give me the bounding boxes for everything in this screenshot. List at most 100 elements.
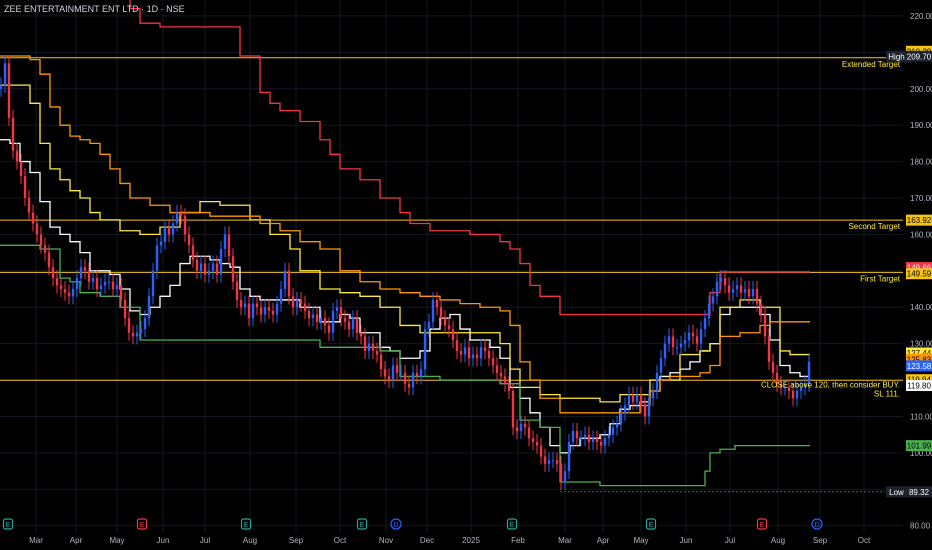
candle-body — [795, 390, 799, 399]
candle-body — [647, 398, 651, 417]
price-badge: Low 89.32 — [886, 486, 932, 498]
candle-body — [63, 289, 67, 293]
candle-body — [403, 372, 407, 384]
candle-body — [227, 234, 231, 257]
dividend-marker-icon — [390, 518, 402, 530]
price-badge-value: 163.92 — [907, 216, 932, 225]
earnings-marker-icon — [645, 518, 657, 530]
event-marker-text: E — [760, 522, 765, 529]
candle-body — [0, 85, 3, 89]
time-axis[interactable]: Mar Apr May Jun Jul Aug Sep Oct Nov Dec 2025 Feb Mar… — [29, 536, 871, 545]
candle-body — [371, 343, 375, 351]
price-badge: 101.99 — [906, 440, 932, 452]
candle-body — [611, 427, 615, 435]
candle-body — [307, 310, 311, 319]
candle-body — [271, 310, 275, 315]
candle-body — [571, 431, 575, 442]
price-badge-value: 119.80 — [907, 382, 931, 391]
candle-body — [111, 281, 115, 290]
candle-body — [23, 176, 27, 198]
candle-body — [191, 245, 195, 260]
price-badge-value: 209.70 — [907, 52, 932, 61]
candle-body — [495, 365, 499, 373]
candle-body — [563, 471, 567, 483]
candle-body — [315, 314, 319, 322]
candle-body — [747, 289, 751, 297]
candle-body — [775, 372, 779, 384]
candle-body — [471, 354, 475, 359]
candles — [0, 55, 811, 491]
price-badge: 149.59 — [906, 268, 932, 280]
candle-body — [667, 336, 671, 344]
candle-body — [147, 296, 151, 319]
candle-body — [183, 216, 187, 235]
candle-body — [791, 390, 795, 399]
x-tick-label: Apr — [70, 536, 83, 545]
earnings-marker-icon — [240, 518, 252, 530]
candle-body — [7, 63, 11, 118]
candle-body — [511, 390, 515, 428]
candle-body — [175, 212, 179, 224]
candle-body — [383, 369, 387, 377]
candle-body — [643, 405, 647, 417]
candle-body — [179, 212, 183, 217]
candle-body — [295, 299, 299, 308]
candle-body — [751, 289, 755, 297]
candle-body — [431, 299, 435, 322]
candle-body — [779, 383, 783, 388]
x-tick-label: 2025 — [462, 536, 480, 545]
candle-body — [91, 278, 95, 282]
candle-body — [615, 423, 619, 428]
candle-body — [439, 307, 443, 319]
candle-body — [195, 259, 199, 271]
candle-body — [407, 383, 411, 388]
y-tick-label: 130.00 — [910, 340, 932, 349]
price-badge: 125.83 — [906, 353, 932, 365]
price-badge-bg — [906, 374, 932, 386]
candle-body — [59, 285, 63, 290]
candle-body — [67, 292, 71, 297]
candle-body — [275, 303, 279, 315]
candle-body — [55, 278, 59, 286]
candle-body — [703, 318, 707, 330]
candle-body — [83, 267, 87, 271]
candle-body — [287, 270, 291, 297]
x-tick-label: Dec — [420, 536, 434, 545]
candle-body — [503, 376, 507, 384]
candle-body — [731, 289, 735, 293]
price-badge-label: Low — [889, 488, 904, 497]
price-badge: 149.66 — [906, 262, 932, 274]
candle-body — [655, 372, 659, 391]
candle-body — [739, 285, 743, 293]
price-badge-bg — [906, 214, 932, 226]
candle-body — [663, 343, 667, 359]
candle-body — [71, 289, 75, 297]
candle-body — [251, 303, 255, 319]
candle-body — [303, 303, 307, 311]
candle-body — [231, 256, 235, 282]
candle-body — [787, 387, 791, 391]
candle-body — [95, 278, 99, 290]
price-badge-value: 149.66 — [907, 264, 932, 273]
x-tick-label: Aug — [243, 536, 257, 545]
candle-body — [163, 227, 167, 242]
candle-body — [291, 296, 295, 308]
candle-body — [523, 423, 527, 428]
earnings-marker-icon — [756, 518, 768, 530]
candle-body — [207, 270, 211, 275]
x-tick-label: Jun — [157, 536, 170, 545]
candle-body — [771, 361, 775, 373]
candle-body — [759, 303, 763, 315]
indicator-lines — [0, 0, 810, 487]
candle-body — [527, 427, 531, 439]
candle-body — [627, 394, 631, 406]
first-target-label: First Target — [860, 274, 901, 283]
candle-body — [355, 318, 359, 333]
candle-body — [743, 289, 747, 293]
price-badge-bg — [906, 50, 932, 62]
price-badge: 127.44 — [906, 347, 932, 359]
candle-body — [723, 278, 727, 286]
candle-body — [499, 372, 503, 377]
candle-body — [639, 394, 643, 406]
